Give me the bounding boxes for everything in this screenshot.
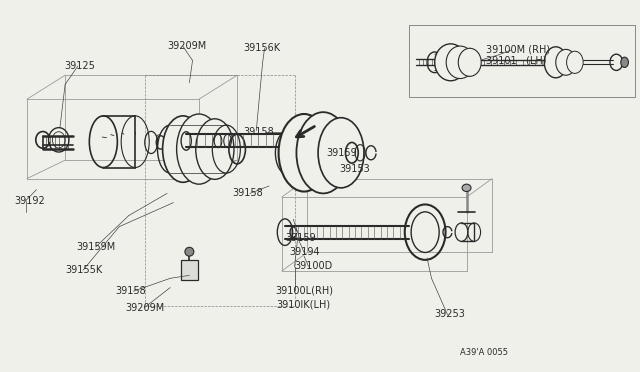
Ellipse shape (556, 49, 576, 75)
Ellipse shape (544, 47, 567, 78)
Text: 39156K: 39156K (244, 42, 281, 52)
Ellipse shape (196, 119, 234, 179)
Ellipse shape (163, 116, 204, 182)
Text: 3910lK(LH): 3910lK(LH) (276, 300, 331, 310)
Ellipse shape (455, 223, 468, 241)
Text: 39125: 39125 (64, 61, 95, 71)
Text: 39158: 39158 (244, 128, 275, 138)
Ellipse shape (462, 184, 471, 192)
Ellipse shape (435, 44, 467, 81)
Text: 39155K: 39155K (65, 265, 102, 275)
Text: 39192: 39192 (14, 196, 45, 206)
Ellipse shape (278, 114, 330, 192)
Text: 39100M (RH): 39100M (RH) (486, 44, 550, 54)
Text: 39101   (LH): 39101 (LH) (486, 55, 546, 65)
Text: 39159: 39159 (285, 233, 316, 243)
Ellipse shape (621, 57, 628, 67)
Ellipse shape (446, 46, 474, 78)
Text: 39153: 39153 (339, 164, 370, 174)
Text: 39159M: 39159M (77, 242, 116, 252)
Text: 39158: 39158 (233, 188, 264, 198)
Ellipse shape (185, 247, 194, 256)
Ellipse shape (566, 51, 583, 73)
Ellipse shape (458, 48, 481, 76)
Bar (181, 260, 198, 280)
Text: 39209M: 39209M (125, 303, 165, 313)
Text: 39209M: 39209M (167, 41, 206, 51)
Text: 39194: 39194 (289, 247, 320, 257)
Ellipse shape (296, 112, 350, 193)
Text: 39253: 39253 (435, 310, 465, 320)
Text: A39'A 0055: A39'A 0055 (460, 349, 508, 357)
Ellipse shape (318, 118, 364, 188)
Text: 39158: 39158 (115, 286, 145, 296)
Text: 39100L(RH): 39100L(RH) (275, 285, 333, 295)
Ellipse shape (177, 114, 221, 184)
Text: 39100D: 39100D (294, 262, 332, 272)
Text: 39159: 39159 (326, 148, 357, 158)
